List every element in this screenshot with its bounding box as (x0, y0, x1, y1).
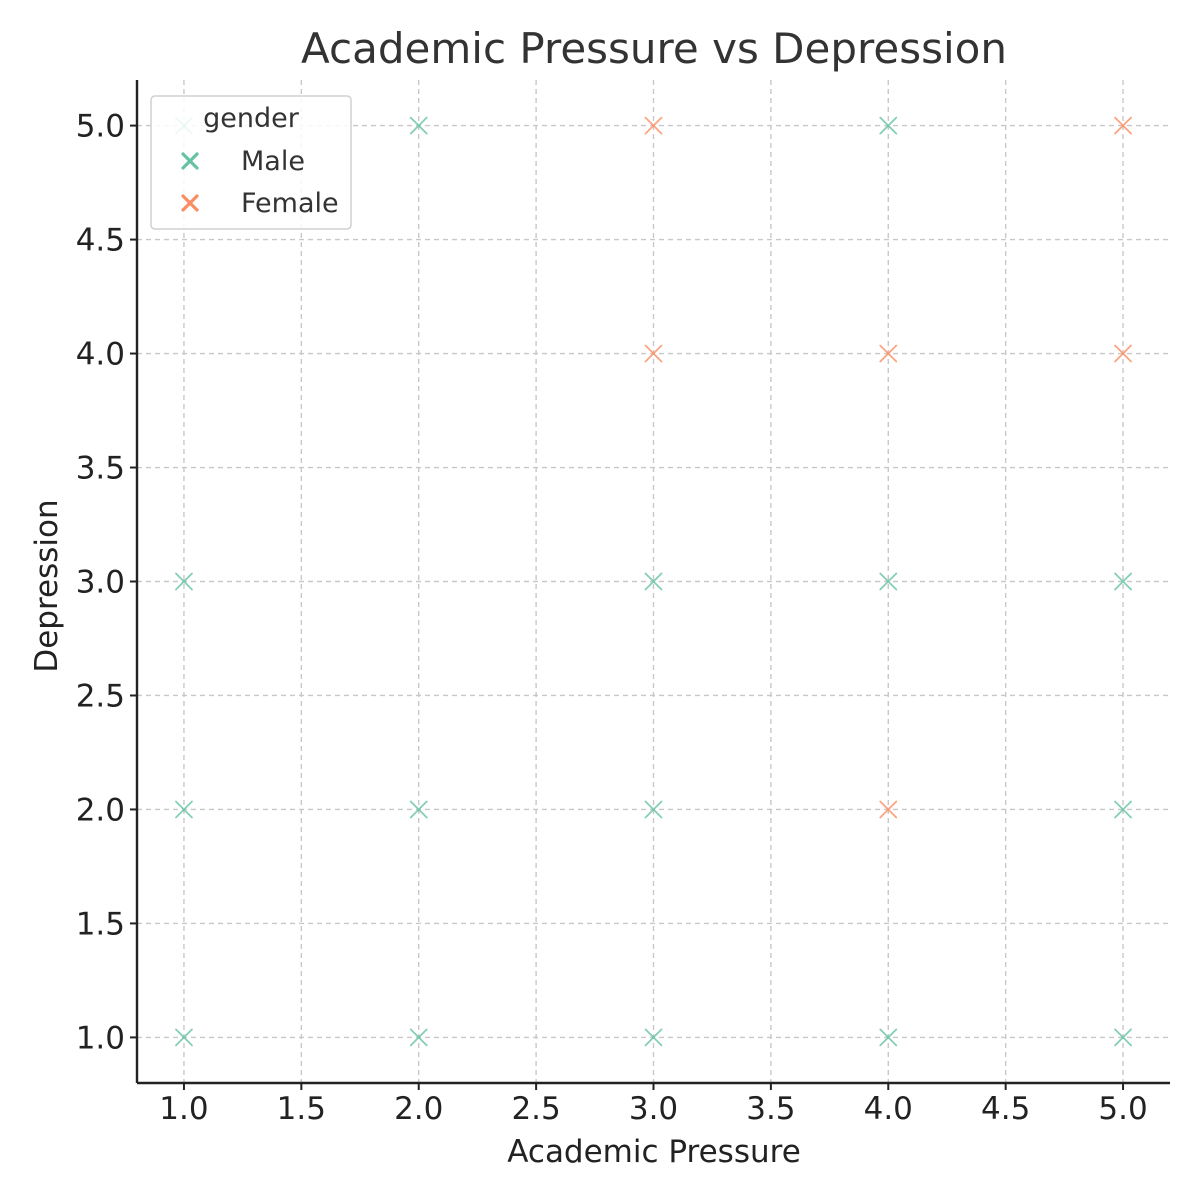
legend-marker-female (181, 194, 199, 212)
x-tick-label: 1.0 (159, 1091, 208, 1127)
y-tick-label: 5.0 (76, 109, 125, 145)
y-tick-label: 3.0 (76, 565, 125, 601)
scatter-point-female (879, 800, 898, 819)
scatter-point-male (409, 1028, 428, 1047)
scatter-point-male (1114, 572, 1132, 591)
scatter-point-male (175, 800, 193, 819)
scatter-point-female (1114, 344, 1132, 363)
scatter-point-male (409, 800, 428, 819)
legend-box (150, 95, 352, 230)
x-tick-label: 2.5 (511, 1091, 560, 1127)
x-tick-label: 4.0 (864, 1091, 913, 1127)
scatter-point-female (879, 344, 898, 363)
x-tick-label: 3.0 (629, 1091, 678, 1127)
scatter-point-male (1114, 1028, 1132, 1047)
scatter-point-female (644, 116, 663, 135)
scatter-point-male (879, 116, 898, 135)
legend-title: gender (203, 103, 300, 134)
scatter-point-male (1114, 800, 1132, 819)
scatter-point-male (409, 116, 428, 135)
x-axis-ticks: 1.0 1.5 2.0 2.5 3.0 3.5 4.0 4.5 5.0 (159, 1083, 1148, 1127)
x-tick-label: 2.0 (394, 1091, 443, 1127)
legend: gender Male Female (150, 95, 352, 230)
scatter-point-female (1114, 116, 1132, 135)
x-tick-label: 5.0 (1098, 1091, 1147, 1127)
scatter-point-male (879, 1028, 898, 1047)
y-axis-ticks: 1.0 1.5 2.0 2.5 3.0 3.5 4.0 4.5 5.0 (76, 109, 137, 1056)
y-tick-label: 2.5 (76, 678, 125, 714)
scatter-point-male (175, 572, 193, 591)
y-tick-label: 1.0 (76, 1020, 125, 1056)
scatter-point-male (644, 1028, 663, 1047)
legend-entries: Male Female (181, 146, 339, 219)
scatter-point-female (644, 344, 663, 363)
x-tick-label: 3.5 (746, 1091, 795, 1127)
y-tick-label: 2.0 (76, 792, 125, 828)
scatter-point-male (644, 572, 663, 591)
x-tick-label: 4.5 (981, 1091, 1030, 1127)
y-tick-label: 4.0 (76, 337, 125, 373)
scatter-point-male (879, 572, 898, 591)
y-tick-label: 4.5 (76, 223, 125, 259)
legend-label-female: Female (241, 188, 339, 219)
y-tick-label: 3.5 (76, 451, 125, 487)
x-axis-label: Academic Pressure (507, 1134, 801, 1170)
chart-title: Academic Pressure vs Depression (301, 24, 1007, 73)
legend-marker-male (181, 152, 199, 170)
y-tick-label: 1.5 (76, 906, 125, 942)
x-tick-label: 1.5 (277, 1091, 326, 1127)
legend-label-male: Male (241, 146, 305, 177)
scatter-point-male (175, 1028, 193, 1047)
scatter-point-male (644, 800, 663, 819)
y-axis-label: Depression (29, 499, 65, 672)
